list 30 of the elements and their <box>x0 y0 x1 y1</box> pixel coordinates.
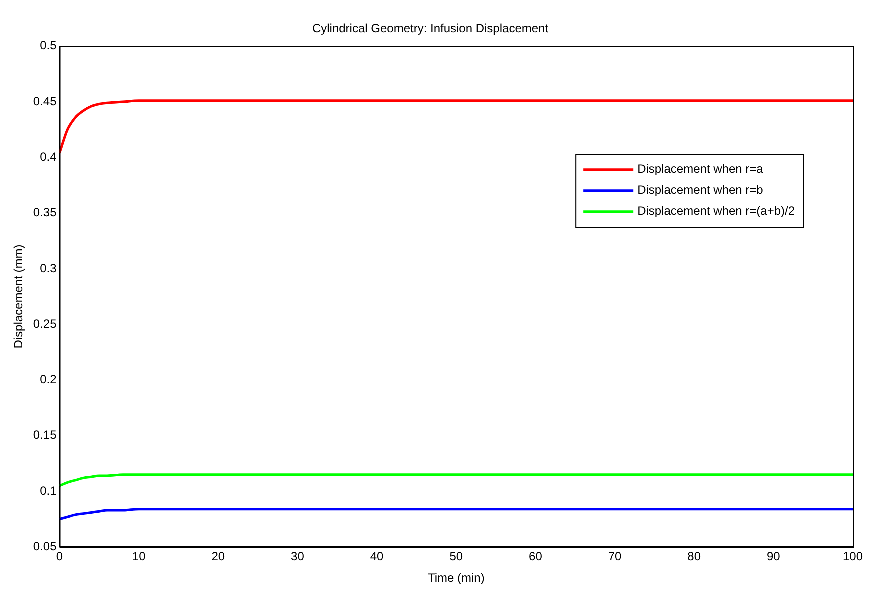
y-tick-label: 0.25 <box>33 316 58 331</box>
line-series <box>60 508 853 521</box>
x-tick-label: 0 <box>56 550 64 564</box>
x-tick-label: 20 <box>212 550 226 564</box>
chart-title: Cylindrical Geometry: Infusion Displacement <box>312 22 550 36</box>
x-axis-title: Time (min) <box>428 571 485 586</box>
y-tick-label: 0.05 <box>33 540 58 554</box>
x-tick-label: 70 <box>608 550 622 564</box>
x-tick-label: 100 <box>842 550 864 564</box>
line-series <box>60 100 853 154</box>
x-tick-label: 90 <box>766 550 781 564</box>
legend-label: Displacement when r=b <box>638 183 764 198</box>
legend-label: Displacement when r=a <box>638 162 764 176</box>
y-tick-label: 0.2 <box>40 372 58 387</box>
y-axis-title: Displacement (mm) <box>12 244 26 349</box>
x-tick-label: 80 <box>688 550 702 564</box>
x-tick-label: 40 <box>370 550 384 564</box>
line-series <box>60 474 853 488</box>
legend-label: Displacement when r=(a+b)/2 <box>638 204 796 218</box>
y-tick-label: 0.45 <box>33 94 58 108</box>
x-tick-label: 30 <box>291 550 305 564</box>
y-tick-label: 0.15 <box>33 428 58 442</box>
y-tick-label: 0.5 <box>40 38 58 53</box>
y-tick-label: 0.3 <box>40 261 58 276</box>
y-tick-label: 0.4 <box>40 150 58 164</box>
x-tick-label: 60 <box>529 550 543 564</box>
x-tick-label: 50 <box>450 550 464 564</box>
x-tick-label: 10 <box>132 550 146 564</box>
y-tick-label: 0.35 <box>33 206 58 220</box>
y-tick-label: 0.1 <box>40 484 58 498</box>
